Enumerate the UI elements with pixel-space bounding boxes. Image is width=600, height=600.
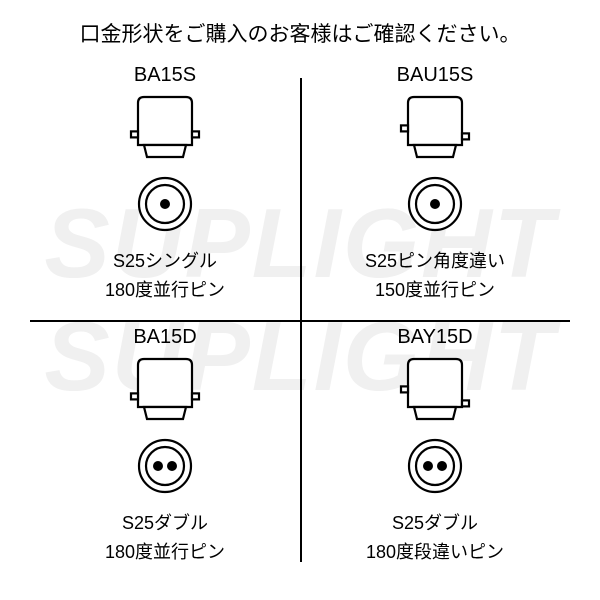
bulb-icons (396, 353, 474, 499)
bulb-desc-line2: 180度並行ピン (105, 538, 225, 567)
bulb-desc-line1: S25ダブル (105, 509, 225, 538)
bulb-side-icon (126, 353, 204, 428)
bulb-desc-line1: S25ピン角度違い (365, 247, 505, 276)
cell-bau15s: BAU15S S25ピン角度違い150度並行ピン (300, 60, 570, 320)
bulb-desc: S25ダブル180度並行ピン (105, 509, 225, 567)
bulb-bottom-icon (137, 176, 193, 237)
bulb-icons (126, 91, 204, 237)
bulb-desc: S25ピン角度違い150度並行ピン (365, 247, 505, 305)
bulb-side-icon (396, 91, 474, 166)
bulb-desc-line2: 180度並行ピン (105, 276, 225, 305)
bulb-desc: S25ダブル180度段違いピン (366, 509, 504, 567)
bulb-desc-line1: S25ダブル (366, 509, 504, 538)
bulb-code: BA15D (133, 326, 196, 349)
bulb-desc-line1: S25シングル (105, 247, 225, 276)
bulb-code: BA15S (134, 64, 196, 87)
bulb-code: BAU15S (397, 64, 474, 87)
bulb-desc-line2: 150度並行ピン (365, 276, 505, 305)
bulb-side-icon (126, 91, 204, 166)
bulb-bottom-icon (407, 176, 463, 237)
bulb-desc-line2: 180度段違いピン (366, 538, 504, 567)
bulb-side-icon (396, 353, 474, 428)
grid: BA15SS25シングル180度並行ピンBAU15SS25ピン角度違い150度並… (30, 60, 570, 580)
bulb-icons (126, 353, 204, 499)
cell-ba15s: BA15S S25シングル180度並行ピン (30, 60, 300, 320)
header: 口金形状をご購入のお客様はご確認ください。 (0, 18, 600, 48)
cell-bay15d: BAY15D S25ダブル180度段違いピン (300, 322, 570, 582)
cell-ba15d: BA15D S25ダブル180度並行ピン (30, 322, 300, 582)
bulb-icons (396, 91, 474, 237)
bulb-desc: S25シングル180度並行ピン (105, 247, 225, 305)
bulb-bottom-icon (137, 438, 193, 499)
bulb-code: BAY15D (397, 326, 472, 349)
bulb-bottom-icon (407, 438, 463, 499)
header-text: 口金形状をご購入のお客様はご確認ください。 (80, 23, 521, 46)
